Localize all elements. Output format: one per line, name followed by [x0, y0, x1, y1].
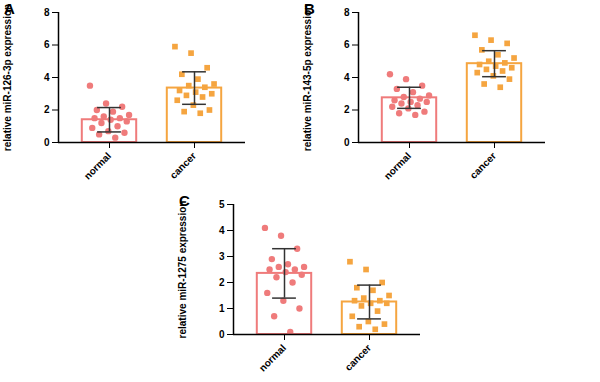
svg-text:6: 6	[344, 39, 350, 50]
svg-text:relative miR-143-5p expression: relative miR-143-5p expression	[302, 4, 313, 151]
svg-text:0: 0	[219, 329, 225, 340]
svg-text:5: 5	[219, 199, 225, 210]
svg-text:0: 0	[344, 137, 350, 148]
svg-text:relative miR-1275 expression: relative miR-1275 expression	[177, 201, 188, 339]
svg-text:2: 2	[219, 277, 225, 288]
svg-text:8: 8	[344, 7, 350, 18]
svg-text:cancer: cancer	[168, 150, 199, 181]
svg-text:cancer: cancer	[468, 150, 499, 181]
svg-text:2: 2	[344, 104, 350, 115]
svg-text:1: 1	[219, 303, 225, 314]
svg-text:2: 2	[44, 104, 50, 115]
svg-text:8: 8	[44, 7, 50, 18]
svg-text:6: 6	[44, 39, 50, 50]
svg-text:0: 0	[44, 137, 50, 148]
svg-text:4: 4	[44, 72, 50, 83]
svg-text:4: 4	[344, 72, 350, 83]
svg-text:normal: normal	[82, 150, 114, 182]
svg-text:4: 4	[219, 225, 225, 236]
svg-text:normal: normal	[257, 342, 289, 374]
svg-text:relative miR-126-3p expression: relative miR-126-3p expression	[2, 4, 13, 151]
svg-text:normal: normal	[382, 150, 414, 182]
svg-text:3: 3	[219, 251, 225, 262]
svg-text:cancer: cancer	[343, 342, 374, 373]
